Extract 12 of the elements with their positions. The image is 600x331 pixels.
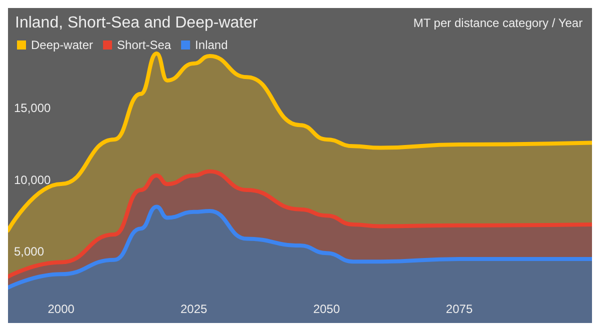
legend-label: Short-Sea bbox=[117, 38, 172, 52]
x-tick-label: 2025 bbox=[180, 302, 208, 316]
y-tick-label: 5,000 bbox=[14, 244, 44, 258]
y-axis-title: MT per distance category / Year bbox=[413, 16, 583, 30]
x-tick-label: 2000 bbox=[48, 302, 75, 316]
x-tick-label: 2075 bbox=[446, 302, 473, 316]
y-tick-label: 15,000 bbox=[14, 101, 52, 116]
chart-title: Inland, Short-Sea and Deep-water bbox=[15, 14, 258, 32]
legend-label: Deep-water bbox=[31, 38, 94, 52]
y-tick-label: 10,000 bbox=[14, 172, 52, 187]
legend-label: Inland bbox=[195, 38, 228, 52]
x-tick-label: 2050 bbox=[313, 302, 340, 316]
